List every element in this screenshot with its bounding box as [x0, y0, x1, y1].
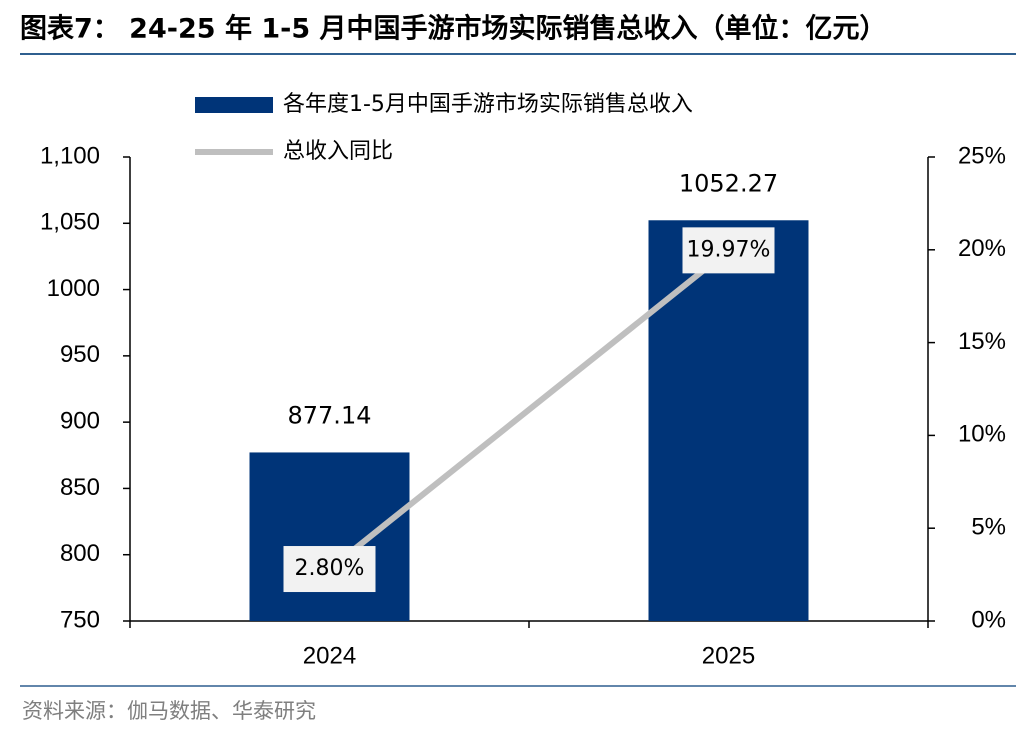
y2-tick-label: 25% — [958, 142, 1006, 169]
line-value-label: 2.80% — [295, 556, 365, 581]
x-tick-label: 2025 — [702, 642, 755, 669]
y-tick-label: 1,050 — [40, 209, 100, 236]
legend-label: 总收入同比 — [283, 139, 393, 164]
bar-value-label: 1052.27 — [679, 169, 778, 197]
y-tick-label: 750 — [60, 606, 100, 633]
y2-tick-label: 20% — [958, 235, 1006, 262]
y2-tick-label: 15% — [958, 328, 1006, 355]
value-label-box — [283, 546, 376, 593]
y2-tick-label: 0% — [971, 606, 1006, 633]
legend-swatch — [195, 97, 273, 113]
y-tick-label: 1000 — [47, 275, 100, 302]
y-tick-label: 850 — [60, 474, 100, 501]
chart-title: 图表7： 24-25 年 1-5 月中国手游市场实际销售总收入（单位：亿元） — [20, 13, 887, 45]
y2-tick-label: 5% — [971, 514, 1006, 541]
y2-tick-label: 10% — [958, 421, 1006, 448]
line-value-label: 19.97% — [687, 237, 771, 262]
source: 资料来源：伽马数据、华泰研究 — [22, 699, 316, 723]
bar — [648, 220, 809, 621]
x-tick-label: 2024 — [303, 642, 356, 669]
bar-value-label: 877.14 — [288, 401, 372, 429]
y-tick-label: 800 — [60, 540, 100, 567]
legend-label: 各年度1-5月中国手游市场实际销售总收入 — [283, 92, 693, 117]
value-label-box — [682, 227, 775, 274]
bar — [249, 452, 410, 621]
y-tick-label: 1,100 — [40, 142, 100, 169]
y-tick-label: 950 — [60, 341, 100, 368]
line — [327, 248, 731, 572]
y-tick-label: 900 — [60, 407, 100, 434]
